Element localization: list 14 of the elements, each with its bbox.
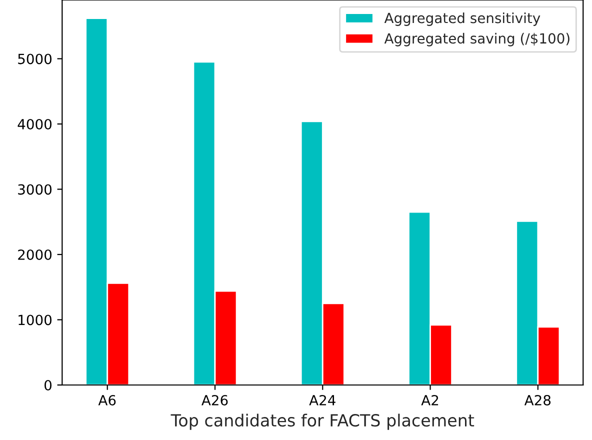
y-tick-label: 0 <box>44 380 52 390</box>
y-tick-label: 4000 <box>18 118 52 130</box>
x-tick-label: A6 <box>98 394 116 406</box>
x-tick-label: A2 <box>421 394 438 406</box>
y-tick-label: 2000 <box>18 249 52 260</box>
y-tick-label: 1000 <box>18 314 52 326</box>
x-axis-title: Top candidates for FACTS placement <box>170 414 474 430</box>
x-tick-label: A26 <box>202 394 228 406</box>
x-tick-label: A28 <box>524 394 551 406</box>
x-tick-label: A24 <box>309 394 336 406</box>
y-tick-label: 3000 <box>18 184 52 195</box>
legend-label: Aggregated sensitivity <box>384 12 540 26</box>
y-tick-label: 5000 <box>18 54 52 64</box>
legend-label: Aggregated saving (/$100) <box>384 32 570 46</box>
